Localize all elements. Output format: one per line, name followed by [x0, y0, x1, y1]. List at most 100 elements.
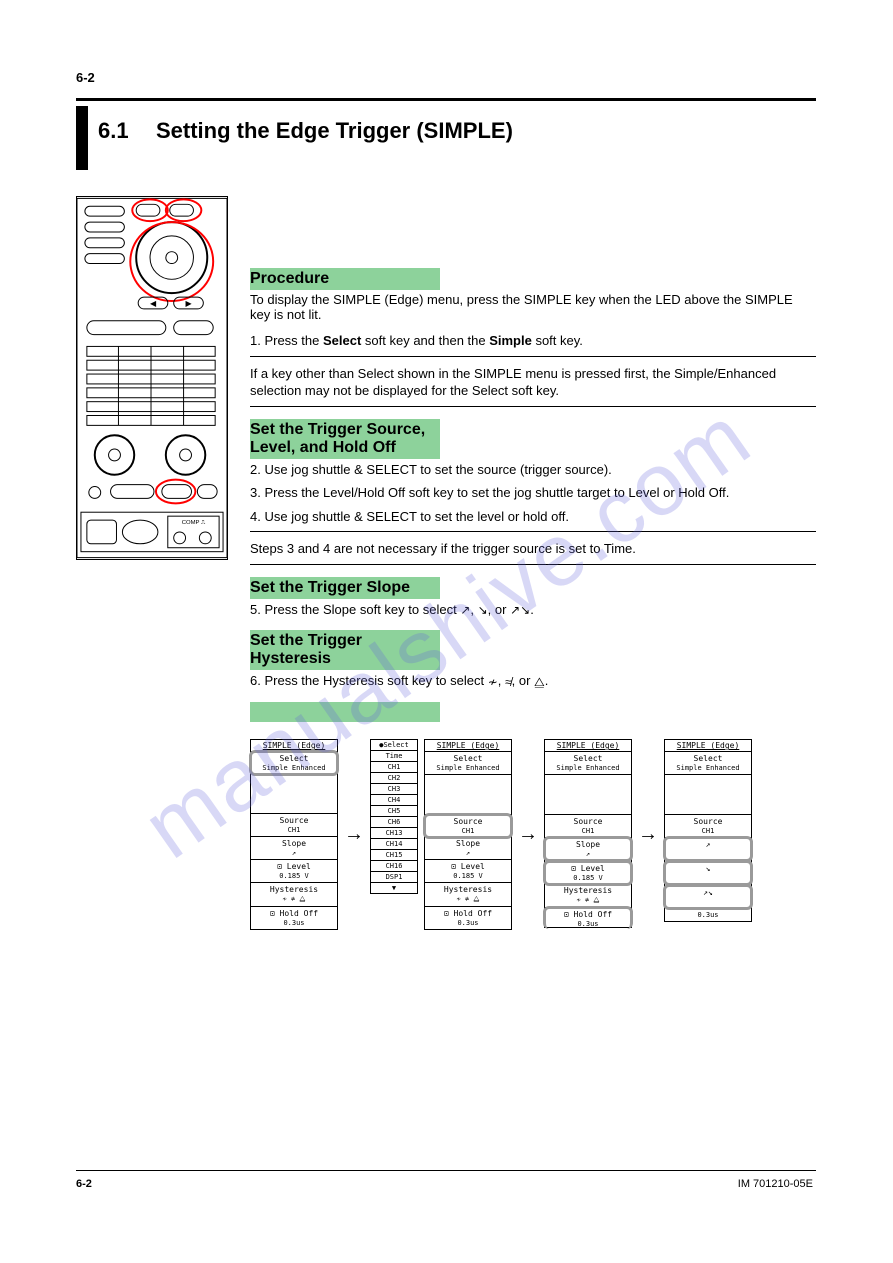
menu-a-level: ⊡ Level0.185 V [251, 860, 337, 883]
menu-b-title: SIMPLE (Edge) [425, 740, 511, 752]
scroll-item: CH15 [371, 850, 417, 861]
menu-b-hold: ⊡ Hold Off0.3us [425, 907, 511, 929]
footer-divider [76, 1170, 816, 1171]
proc-step-2: 2. Use jog shuttle & SELECT to set the s… [250, 461, 816, 479]
scroll-item: DSP1 [371, 872, 417, 883]
front-panel-diagram: ◀ ▶ COMP ⎍ [76, 196, 228, 560]
menu-sequence: SIMPLE (Edge) SelectSimple Enhanced Sour… [250, 739, 816, 930]
menu-a-slope: Slope↗ [251, 837, 337, 860]
menu-c-hyst-label: Hysteresis [564, 886, 612, 895]
menu-b-source: SourceCH1 [423, 813, 513, 839]
menu-a-select-val: Simple Enhanced [262, 764, 325, 772]
menu-b-level-label: Level [461, 862, 485, 871]
slope-falling-icon: ↘ [478, 602, 488, 618]
menu-c-slope-val: ↗ [586, 850, 590, 858]
section-title: Setting the Edge Trigger (SIMPLE) [156, 118, 513, 144]
procedure-intro: To display the SIMPLE (Edge) menu, press… [250, 292, 816, 322]
menu-b-hold-val: 0.3us [457, 919, 478, 927]
menu-b-select: SelectSimple Enhanced [425, 752, 511, 775]
menu-a-hold: ⊡ Hold Off0.3us [251, 907, 337, 929]
menu-c-slope: Slope↗ [543, 836, 633, 862]
menu-d-slope1-val: ↗ [706, 840, 711, 849]
proc-step-5: 5. Press the Slope soft key to select ↗,… [250, 601, 816, 619]
scroll-item: CH3 [371, 784, 417, 795]
menu-c-select-val: Simple Enhanced [556, 764, 619, 772]
menu-c-title: SIMPLE (Edge) [545, 740, 631, 752]
menu-b-hyst-label: Hysteresis [444, 885, 492, 894]
menu-d-hold-val: 0.3us [697, 911, 718, 919]
menu-d: SIMPLE (Edge) SelectSimple Enhanced Sour… [664, 739, 752, 922]
footer-page-number: 6-2 [76, 1178, 92, 1190]
menu-b-hold-label: Hold Off [454, 909, 493, 918]
proc-step-note1: If a key other than Select shown in the … [250, 365, 816, 400]
menu-d-slope3-val: ↗↘ [703, 888, 713, 897]
scroll-item: CH4 [371, 795, 417, 806]
menu-d-title: SIMPLE (Edge) [665, 740, 751, 752]
menu-d-slope3: ↗↘ [663, 884, 753, 910]
menu-b-source-val: CH1 [462, 827, 475, 835]
menu-d-source: SourceCH1 [665, 815, 751, 838]
menu-c-hold: ⊡ Hold Off0.3us [543, 906, 633, 929]
menu-b-hyst: Hysteresis≁ ≉ ⧋ [425, 883, 511, 907]
step5-pre: Press the Slope soft key to select [264, 602, 456, 617]
menu-c-hyst-val: ≁ ≉ ⧋ [576, 896, 599, 904]
menu-c-source-val: CH1 [582, 827, 595, 835]
source-scroll-list: ●Select Time CH1 CH2 CH3 CH4 CH5 CH6 CH1… [370, 739, 418, 894]
divider-3 [250, 531, 816, 532]
sub4-heading [250, 702, 440, 722]
arrow-3: → [638, 823, 658, 846]
scroll-item: CH16 [371, 861, 417, 872]
proc-step-6: 6. Press the Hysteresis soft key to sele… [250, 672, 816, 690]
arrow-1: → [344, 823, 364, 846]
svg-text:COMP ⎍: COMP ⎍ [182, 520, 206, 526]
menu-a-blank [251, 774, 337, 814]
menu-a-source: SourceCH1 [251, 814, 337, 837]
menu-b-select-val: Simple Enhanced [436, 764, 499, 772]
menu-a-select-label: Select [280, 754, 309, 763]
menu-b-slope-val: ↗ [466, 849, 470, 857]
menu-a-hold-label: Hold Off [280, 909, 319, 918]
page-number-top: 6-2 [76, 70, 95, 85]
menu-d-select-val: Simple Enhanced [676, 764, 739, 772]
menu-b-select-label: Select [454, 754, 483, 763]
menu-c-select: SelectSimple Enhanced [545, 752, 631, 775]
menu-b-slope-label: Slope [456, 839, 480, 848]
menu-b-level: ⊡ Level0.185 V [425, 860, 511, 883]
sub3-heading: Set the Trigger Hysteresis [250, 630, 440, 670]
menu-b-level-val: 0.185 V [453, 872, 483, 880]
menu-d-slope2-val: ↘ [706, 864, 711, 873]
menu-a-hold-val: 0.3us [283, 919, 304, 927]
menu-c-level-val: 0.185 V [573, 874, 603, 882]
menu-b: SIMPLE (Edge) SelectSimple Enhanced Sour… [424, 739, 512, 930]
menu-a: SIMPLE (Edge) SelectSimple Enhanced Sour… [250, 739, 338, 930]
step5-post: . [530, 602, 534, 617]
menu-a-hyst: Hysteresis≁ ≉ ⧋ [251, 883, 337, 907]
menu-c-source-label: Source [574, 817, 603, 826]
procedure-heading: Procedure [250, 268, 440, 290]
step4-text: Use jog shuttle & SELECT to set the leve… [264, 509, 568, 524]
scroll-item: CH1 [371, 762, 417, 773]
slope-rising-icon: ↗ [460, 602, 470, 618]
divider-4 [250, 564, 816, 565]
menu-a-hyst-val: ≁ ≉ ⧋ [282, 895, 305, 903]
divider-1 [250, 356, 816, 357]
step2-text: Use jog shuttle & SELECT to set the sour… [264, 462, 611, 477]
scroll-item: ●Select [371, 740, 417, 751]
footer-doc-id: IM 701210-05E [738, 1178, 813, 1190]
scroll-item: CH13 [371, 828, 417, 839]
sub1-heading: Set the Trigger Source, Level, and Hold … [250, 419, 440, 459]
menu-d-source-label: Source [694, 817, 723, 826]
menu-c-hold-label: Hold Off [574, 910, 613, 919]
menu-c-select-label: Select [574, 754, 603, 763]
step6-post: , or [512, 673, 531, 688]
proc-step-3: 3. Press the Level/Hold Off soft key to … [250, 484, 816, 502]
section-number: 6.1 [98, 118, 129, 144]
menu-c-slope-label: Slope [576, 840, 600, 849]
arrow-2: → [518, 823, 538, 846]
menu-c-level-label: Level [581, 864, 605, 873]
menu-c-hyst: Hysteresis≁ ≉ ⧋ [545, 884, 631, 908]
menu-a-slope-val: ↗ [292, 849, 296, 857]
menu-c-blank [545, 775, 631, 815]
menu-a-source-val: CH1 [288, 826, 301, 834]
menu-d-blank [665, 775, 751, 815]
